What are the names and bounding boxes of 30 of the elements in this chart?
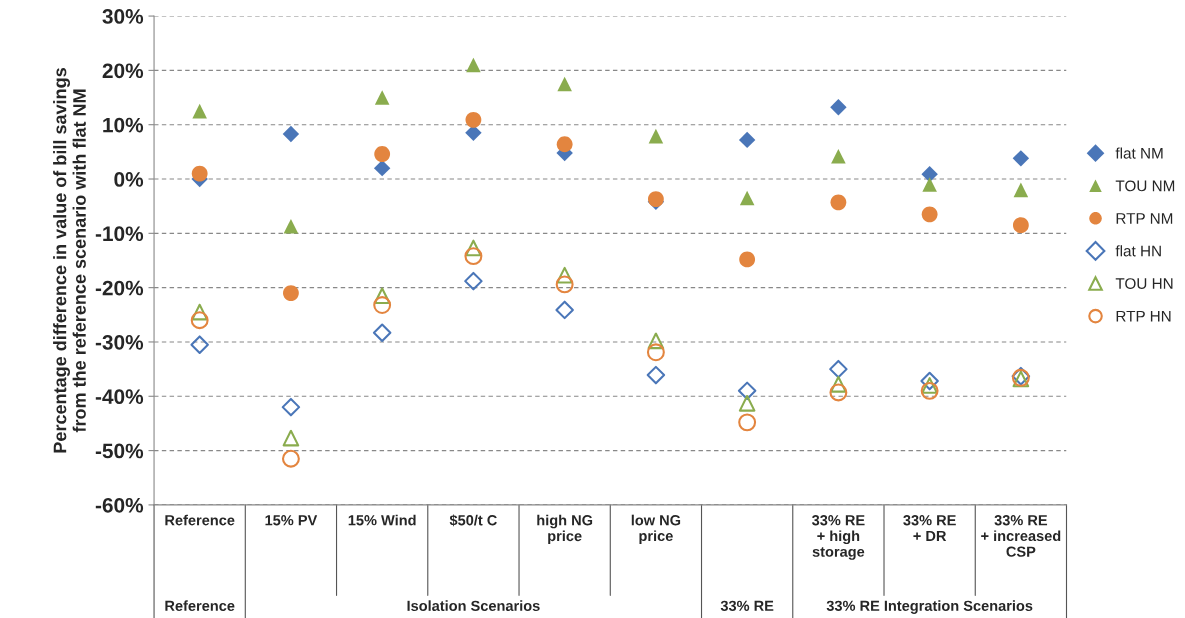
- y-tick-label: -10%: [95, 226, 144, 242]
- x-tick-label: 33% RE + high storage: [811, 515, 865, 560]
- x-tick-label: $50/t C: [449, 514, 497, 527]
- y-tick-label: 30%: [102, 9, 144, 24]
- y-tick-label: -50%: [95, 443, 144, 459]
- text: 33% RE Integration Scenarios: [826, 600, 1033, 614]
- y-tick-label: -20%: [95, 280, 144, 296]
- text: Isolation Scenarios: [407, 600, 540, 611]
- y-axis-title: Percentage difference in value of bill savings from the reference scenario with flat NM: [53, 68, 86, 453]
- y-tick-label: 0%: [114, 172, 144, 187]
- y-tick-label: 10%: [103, 117, 144, 133]
- text: Reference: [165, 600, 235, 611]
- legend-label: TOU NM: [1115, 180, 1175, 192]
- text: 33% RE: [720, 600, 774, 612]
- x-tick-label: 15% Wind: [348, 514, 416, 526]
- x-tick-label: Reference: [165, 514, 235, 526]
- legend-label: TOU HN: [1115, 278, 1173, 290]
- x-tick-label: 33% RE + DR: [903, 515, 956, 541]
- y-tick-label: 20%: [102, 63, 144, 79]
- legend-label: RTP NM: [1116, 213, 1173, 224]
- legend-label: flat HN: [1115, 245, 1161, 257]
- x-tick-label: 33% RE + increased CSP: [981, 515, 1061, 557]
- x-tick-label: low NG price: [631, 514, 681, 544]
- x-tick-label: 15% PV: [265, 515, 318, 526]
- y-tick-label: -40%: [95, 389, 144, 405]
- legend-label: flat NM: [1115, 147, 1163, 159]
- y-tick-label: -60%: [95, 497, 144, 513]
- y-tick-label: -30%: [95, 334, 144, 350]
- x-tick-label: high NG price: [537, 514, 593, 545]
- legend-label: RTP HN: [1116, 310, 1171, 322]
